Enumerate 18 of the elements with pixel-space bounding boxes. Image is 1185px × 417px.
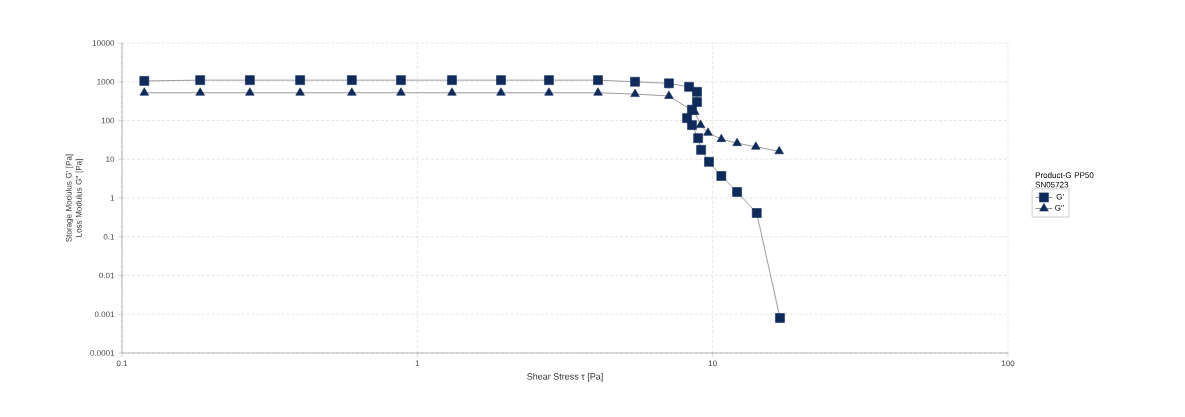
y-tick-label: 1000: [97, 78, 115, 85]
x-tick-label: 1: [415, 360, 420, 367]
y-tick-label: 0.001: [94, 311, 115, 318]
legend-title: Product-G PP50 SN05723: [1035, 172, 1094, 188]
x-tick-label: 100: [1001, 360, 1015, 367]
y-tick-label: 10: [106, 156, 115, 163]
x-axis-title: Shear Stress τ [Pa]: [527, 373, 603, 382]
y-tick-label: 0.1: [103, 233, 115, 240]
legend-label: G': [1056, 193, 1064, 200]
y-tick-label: 10000: [92, 40, 115, 46]
y-axis-title: Storage Modulus G' [Pa] Loss Modulus G'' [Pa]: [65, 154, 84, 242]
legend-label: G'': [1055, 204, 1064, 211]
x-tick-label: 10: [708, 360, 717, 367]
y-tick-label: 0.0001: [90, 350, 115, 356]
y-tick-label: 100: [101, 117, 115, 124]
y-tick-label: 1: [110, 195, 115, 201]
y-tick-label: 0.01: [99, 272, 115, 279]
x-tick-label: 0.1: [116, 360, 128, 367]
